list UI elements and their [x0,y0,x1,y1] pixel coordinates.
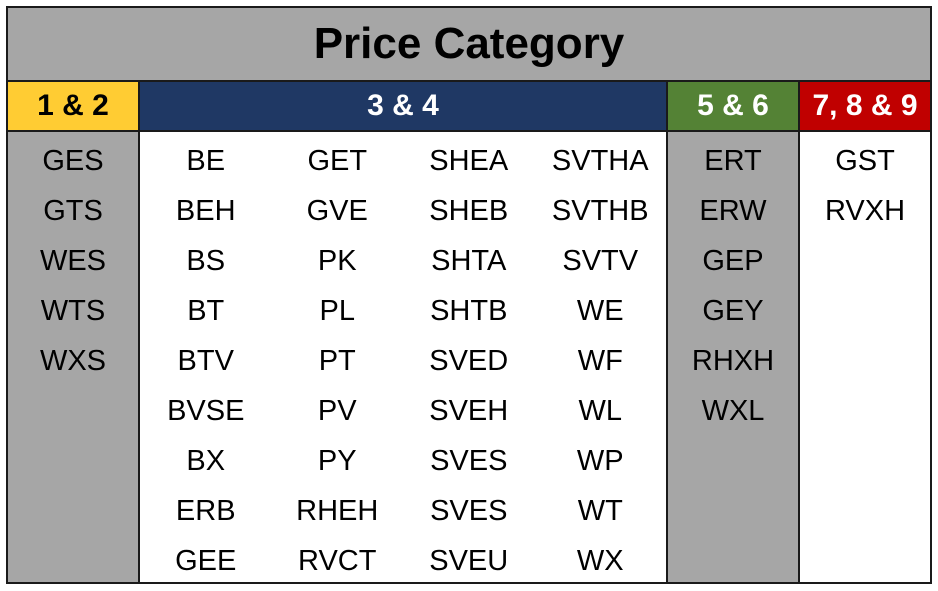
code-cell: SVES [430,495,508,527]
code-cell: ERW [699,195,767,227]
table-title: Price Category [8,8,930,82]
code-cell: BTV [177,345,234,377]
code-cell: GET [307,145,368,177]
code-cell: SVED [429,345,509,377]
code-cell: SVEH [429,395,509,427]
code-cell: GTS [43,195,103,227]
code-cell: PK [317,245,357,277]
code-cell: WF [577,345,623,377]
code-cell: GEP [702,245,764,277]
code-cell: GES [42,145,104,177]
code-cell: ERB [175,495,236,527]
code-cell: WP [576,445,624,477]
code-cell: SHEA [429,145,509,177]
code-cell: SHTB [430,295,508,327]
code-cell: SVTHB [551,195,649,227]
column-cat-3-4: BE BEH BS BT BTV BVSE BX ERB GEE GET GVE PK PL PT PV PY… [140,132,668,582]
column-cat-5-6: ERT ERW GEP GEY RHXH WXL [668,132,800,582]
code-cell: BT [187,295,225,327]
code-cell: ERT [704,145,762,177]
code-cell: GST [835,145,895,177]
code-cell: SVEU [429,545,509,577]
code-cell: WX [576,545,624,577]
sub-column: SVTHA SVTHB SVTV WE WF WL WP WT WX [535,132,667,582]
code-cell: GEE [175,545,237,577]
code-cell: BE [186,145,226,177]
code-cell: WTS [40,295,106,327]
header-cat-7-8-9: 7, 8 & 9 [800,82,930,132]
code-cell: RVXH [824,195,906,227]
code-cell: WXS [39,345,107,377]
code-cell: RHEH [296,495,379,527]
sub-column: GET GVE PK PL PT PV PY RHEH RVCT [272,132,404,582]
code-cell: PL [319,295,355,327]
column-cat-1-2: GES GTS WES WTS WXS [8,132,140,582]
code-cell: RHXH [691,345,775,377]
code-cell: GVE [306,195,368,227]
code-cell: SVES [430,445,508,477]
code-cell: PV [317,395,357,427]
code-cell: WT [577,495,623,527]
code-cell: BVSE [167,395,245,427]
code-cell: WL [578,395,623,427]
column-cat-7-8-9: GST RVXH [800,132,930,582]
sub-column: BE BEH BS BT BTV BVSE BX ERB GEE [140,132,272,582]
price-category-table: Price Category 1 & 2 3 & 4 5 & 6 7, 8 & … [6,6,932,584]
code-cell: WES [39,245,107,277]
code-cell: BEH [175,195,236,227]
code-cell: RVCT [298,545,377,577]
header-cat-5-6: 5 & 6 [668,82,800,132]
sub-column: SHEA SHEB SHTA SHTB SVED SVEH SVES SVES SVEU [403,132,535,582]
code-cell: BS [186,245,226,277]
code-cell: SVTHA [551,145,649,177]
header-cat-3-4: 3 & 4 [140,82,668,132]
code-cell: SVTV [562,245,639,277]
code-cell: BX [186,445,226,477]
code-cell: WXL [701,395,765,427]
code-cell: GEY [702,295,764,327]
code-cell: PY [317,445,357,477]
code-cell: WE [576,295,624,327]
code-cell: SHEB [429,195,509,227]
header-cat-1-2: 1 & 2 [8,82,140,132]
code-cell: PT [318,345,356,377]
code-cell: SHTA [431,245,507,277]
